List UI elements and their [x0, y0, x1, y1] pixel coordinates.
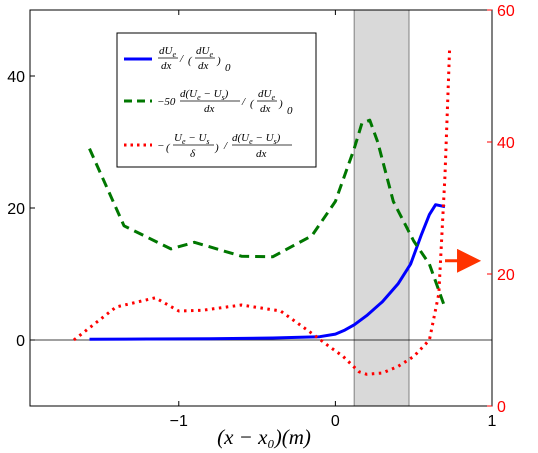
y-right-tick-label-2: 40: [497, 135, 515, 152]
x-axis-label: (x − x₀)(m): [217, 425, 311, 449]
legend-entry-1-slash: /: [179, 53, 184, 65]
legend-entry-1-den2: dx: [198, 60, 209, 72]
legend-entry-2-sub: 0: [287, 105, 293, 117]
x-tick-label-0: −1: [170, 413, 188, 430]
x-tick-label-2: 1: [488, 413, 497, 430]
legend-entry-1-num2: dUe: [196, 45, 213, 59]
y-right-tick-label-0: 0: [497, 399, 506, 416]
legend-entry-3-den: δ: [190, 148, 196, 160]
legend-entry-2-coef: −50: [157, 96, 176, 108]
legend-entry-3-slash: /: [223, 140, 228, 152]
y-right-tick-label-1: 20: [497, 267, 515, 284]
legend-entry-2-num: d(Ue − Us): [180, 88, 229, 102]
series-line-1: [89, 203, 446, 341]
legend-entry-2-paren2: ): [278, 98, 283, 110]
series-line-2: [88, 118, 447, 309]
legend-entry-1-paren2: ): [216, 55, 221, 67]
y-left-tick-label-2: 40: [7, 69, 25, 86]
legend-entry-2-den2: dx: [260, 103, 271, 115]
legend-entry-1-den: dx: [161, 60, 172, 72]
y-left-tick-label-0: 0: [16, 333, 25, 350]
legend-entry-2-paren: (: [250, 98, 255, 110]
legend-entry-3-num2: d(Ue − Us): [232, 132, 281, 146]
x-tick-label-1: 0: [331, 413, 340, 430]
legend-entry-2: −50 d(Ue − Us) dx / ( dUe dx ) 0: [157, 88, 293, 117]
legend-entry-3-num: Ue − Us: [174, 132, 210, 146]
legend: dUe dx / ( dUe dx ) 0 −50 d(Ue − Us) dx …: [116, 32, 317, 168]
legend-entry-3-den2: dx: [256, 148, 267, 160]
legend-entry-2-num2: dUe: [258, 88, 275, 102]
legend-entry-2-den: dx: [204, 103, 215, 115]
series-line-3: [72, 46, 452, 376]
legend-entry-1-sub: 0: [225, 62, 231, 74]
shaded-band: [353, 9, 410, 407]
legend-entry-3-minus: −: [157, 140, 164, 152]
legend-entry-1-num: dUe: [159, 45, 176, 59]
legend-entry-1: dUe dx / ( dUe dx ) 0: [158, 45, 231, 74]
legend-entry-1-paren: (: [188, 55, 193, 67]
legend-entry-3-paren2: ): [214, 142, 219, 154]
legend-entry-2-slash: /: [241, 96, 246, 108]
series-layer: [72, 46, 452, 376]
y-right-tick-label-3: 60: [497, 3, 515, 20]
y-left-tick-label-1: 20: [7, 201, 25, 218]
legend-entry-3-paren: (: [166, 142, 171, 154]
